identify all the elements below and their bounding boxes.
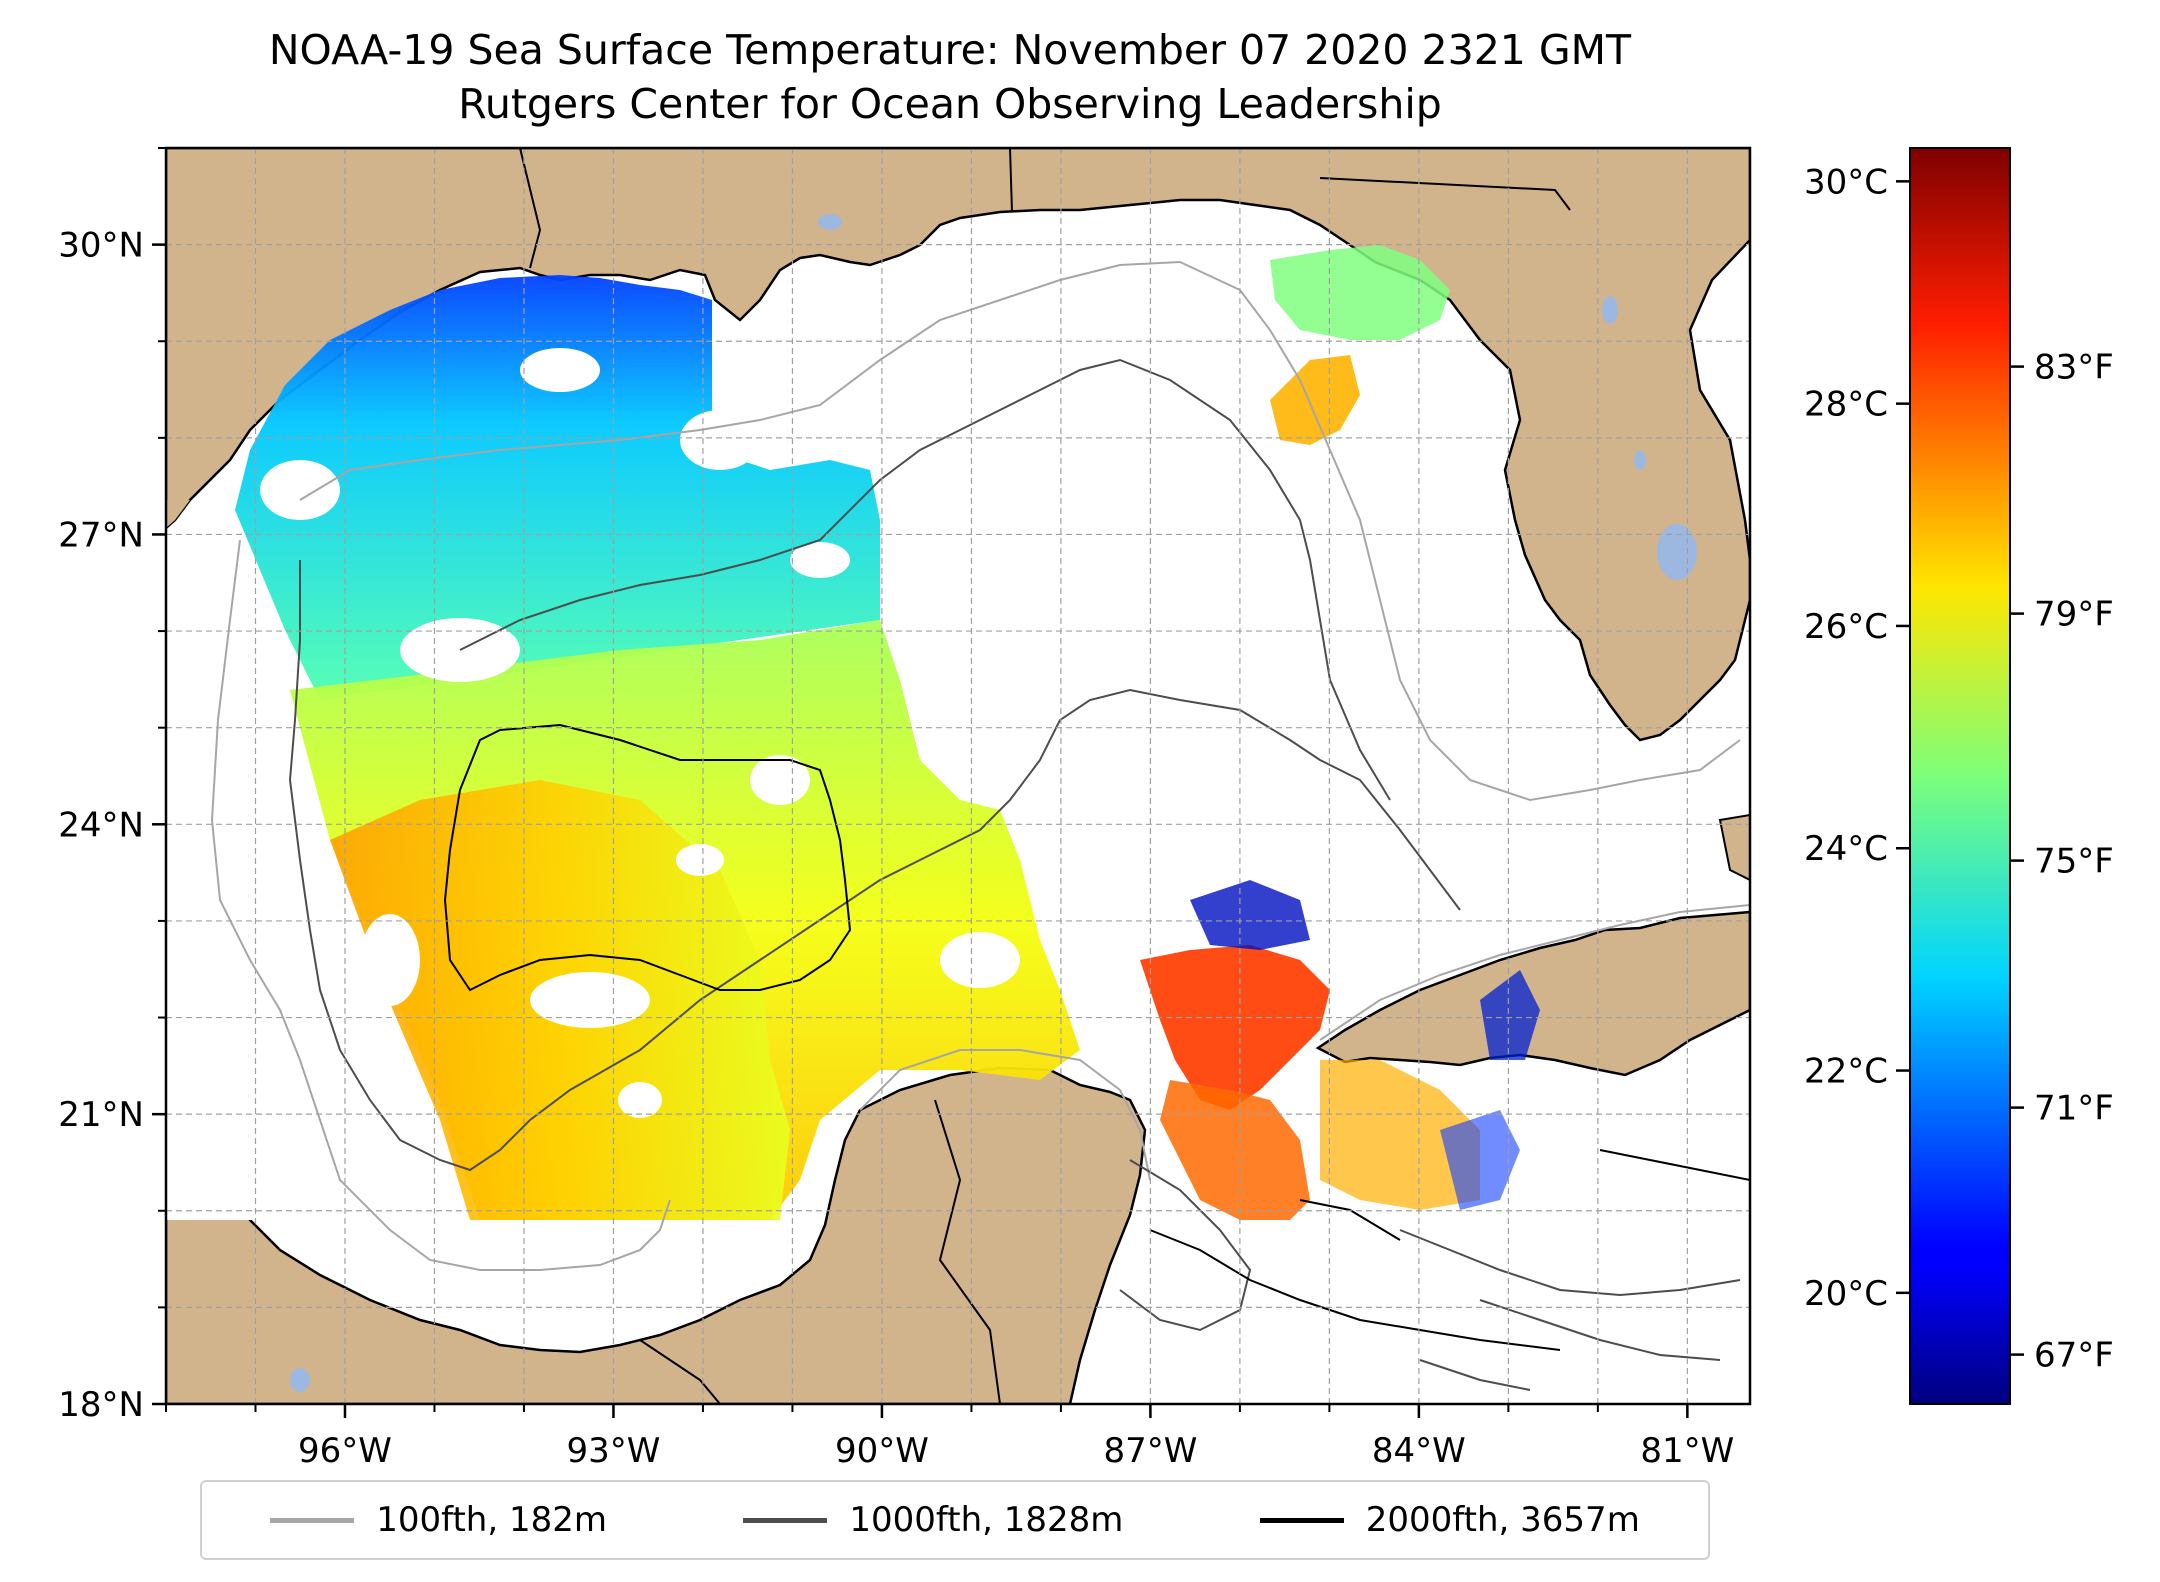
celsius-tick-label: 28°C <box>1804 385 1888 425</box>
legend-label: 100fth, 182m <box>376 1500 607 1540</box>
map-axis: 96°W 93°W 90°W 87°W 84°W 81°W 30°N 27°N 24°N 21°N… <box>58 147 1734 1471</box>
celsius-tick-label: 22°C <box>1804 1052 1888 1092</box>
land-us-gulf-coast <box>166 148 1750 742</box>
lon-tick-label: 93°W <box>567 1431 661 1471</box>
lat-tick-label: 18°N <box>58 1385 144 1425</box>
colorbar-axis: 30°C 28°C 26°C 24°C 22°C 20°C 83°F 79°F 75°F 71°F… <box>1804 162 2114 1375</box>
chart-title: NOAA-19 Sea Surface Temperature: Novembe… <box>268 26 1632 74</box>
swath-edge <box>166 528 470 1220</box>
lon-tick-label: 96°W <box>298 1431 392 1471</box>
celsius-tick-label: 30°C <box>1804 162 1888 202</box>
map-gridlines <box>166 148 1750 1404</box>
lon-tick-label: 87°W <box>1103 1431 1197 1471</box>
contour-1000fth <box>288 358 1461 1172</box>
lat-tick-label: 27°N <box>58 515 144 555</box>
legend-line-swatch <box>270 1517 355 1523</box>
sst-swath-north <box>235 275 880 700</box>
sst-warm-patch-yucatan <box>1140 945 1330 1110</box>
lake-pontchartrain <box>818 214 842 230</box>
sst-cool-patch-cuba <box>1190 880 1310 950</box>
land-bahamas-corner <box>1718 813 1750 882</box>
border-yucatan <box>934 1099 1001 1404</box>
celsius-tick-label: 20°C <box>1804 1274 1888 1314</box>
sst-patch-ne-gulf <box>1270 245 1450 340</box>
border-tx-la <box>519 148 542 269</box>
contour-100fth <box>210 260 1741 1271</box>
sst-warm-patch-south <box>1160 1080 1310 1220</box>
lat-tick-label: 24°N <box>58 805 144 845</box>
land-cuba <box>1315 910 1750 1077</box>
contour-legend: 100fth, 182m 1000fth, 1828m 2000fth, 365… <box>200 1480 1710 1560</box>
contour-caribbean <box>1119 1159 1741 1391</box>
legend-label: 2000fth, 3657m <box>1365 1500 1640 1540</box>
lat-tick-label: 30°N <box>58 226 144 266</box>
lat-tick-label: 21°N <box>58 1095 144 1135</box>
contour-2000fth <box>443 723 852 992</box>
lon-tick-label: 81°W <box>1640 1431 1734 1471</box>
celsius-tick-label: 26°C <box>1804 607 1888 647</box>
legend-item-2000fth: 2000fth, 3657m <box>1259 1500 1640 1540</box>
sst-cool-patch-east <box>1440 1110 1520 1210</box>
colorbar <box>1909 147 2011 1405</box>
sst-patch-ne-gulf-warm <box>1270 355 1360 445</box>
legend-line-swatch <box>743 1517 828 1523</box>
legend-label: 1000fth, 1828m <box>849 1500 1124 1540</box>
lon-tick-label: 84°W <box>1372 1431 1466 1471</box>
legend-item-100fth: 100fth, 182m <box>270 1500 607 1540</box>
contour-100fth-yucatan <box>859 904 1750 1181</box>
border-mexico-state <box>639 1339 721 1404</box>
chart-subtitle: Rutgers Center for Ocean Observing Leade… <box>458 80 1442 128</box>
fahrenheit-tick-label: 79°F <box>2034 595 2114 635</box>
lake-north-florida <box>1602 296 1618 324</box>
lake-okeechobee <box>1657 524 1697 580</box>
contour-caribbean-deep <box>1149 1149 1750 1351</box>
fahrenheit-tick-label: 67°F <box>2034 1336 2114 1376</box>
celsius-tick-label: 24°C <box>1804 829 1888 869</box>
border-ms-al <box>1009 148 1013 213</box>
sst-cool-patch-east <box>1480 970 1540 1060</box>
fahrenheit-tick-label: 71°F <box>2034 1089 2114 1129</box>
map-frame <box>164 146 1752 1406</box>
lake-central-florida <box>1634 450 1646 470</box>
legend-line-swatch <box>1259 1517 1344 1523</box>
sst-mixed-patch-cuba <box>1320 1060 1480 1210</box>
legend-item-1000fth: 1000fth, 1828m <box>743 1500 1123 1540</box>
border-al-fl <box>1319 177 1571 211</box>
fahrenheit-tick-label: 75°F <box>2034 842 2114 882</box>
fahrenheit-tick-label: 83°F <box>2034 348 2114 388</box>
lake-mexico <box>290 1368 310 1392</box>
lon-tick-label: 90°W <box>835 1431 929 1471</box>
